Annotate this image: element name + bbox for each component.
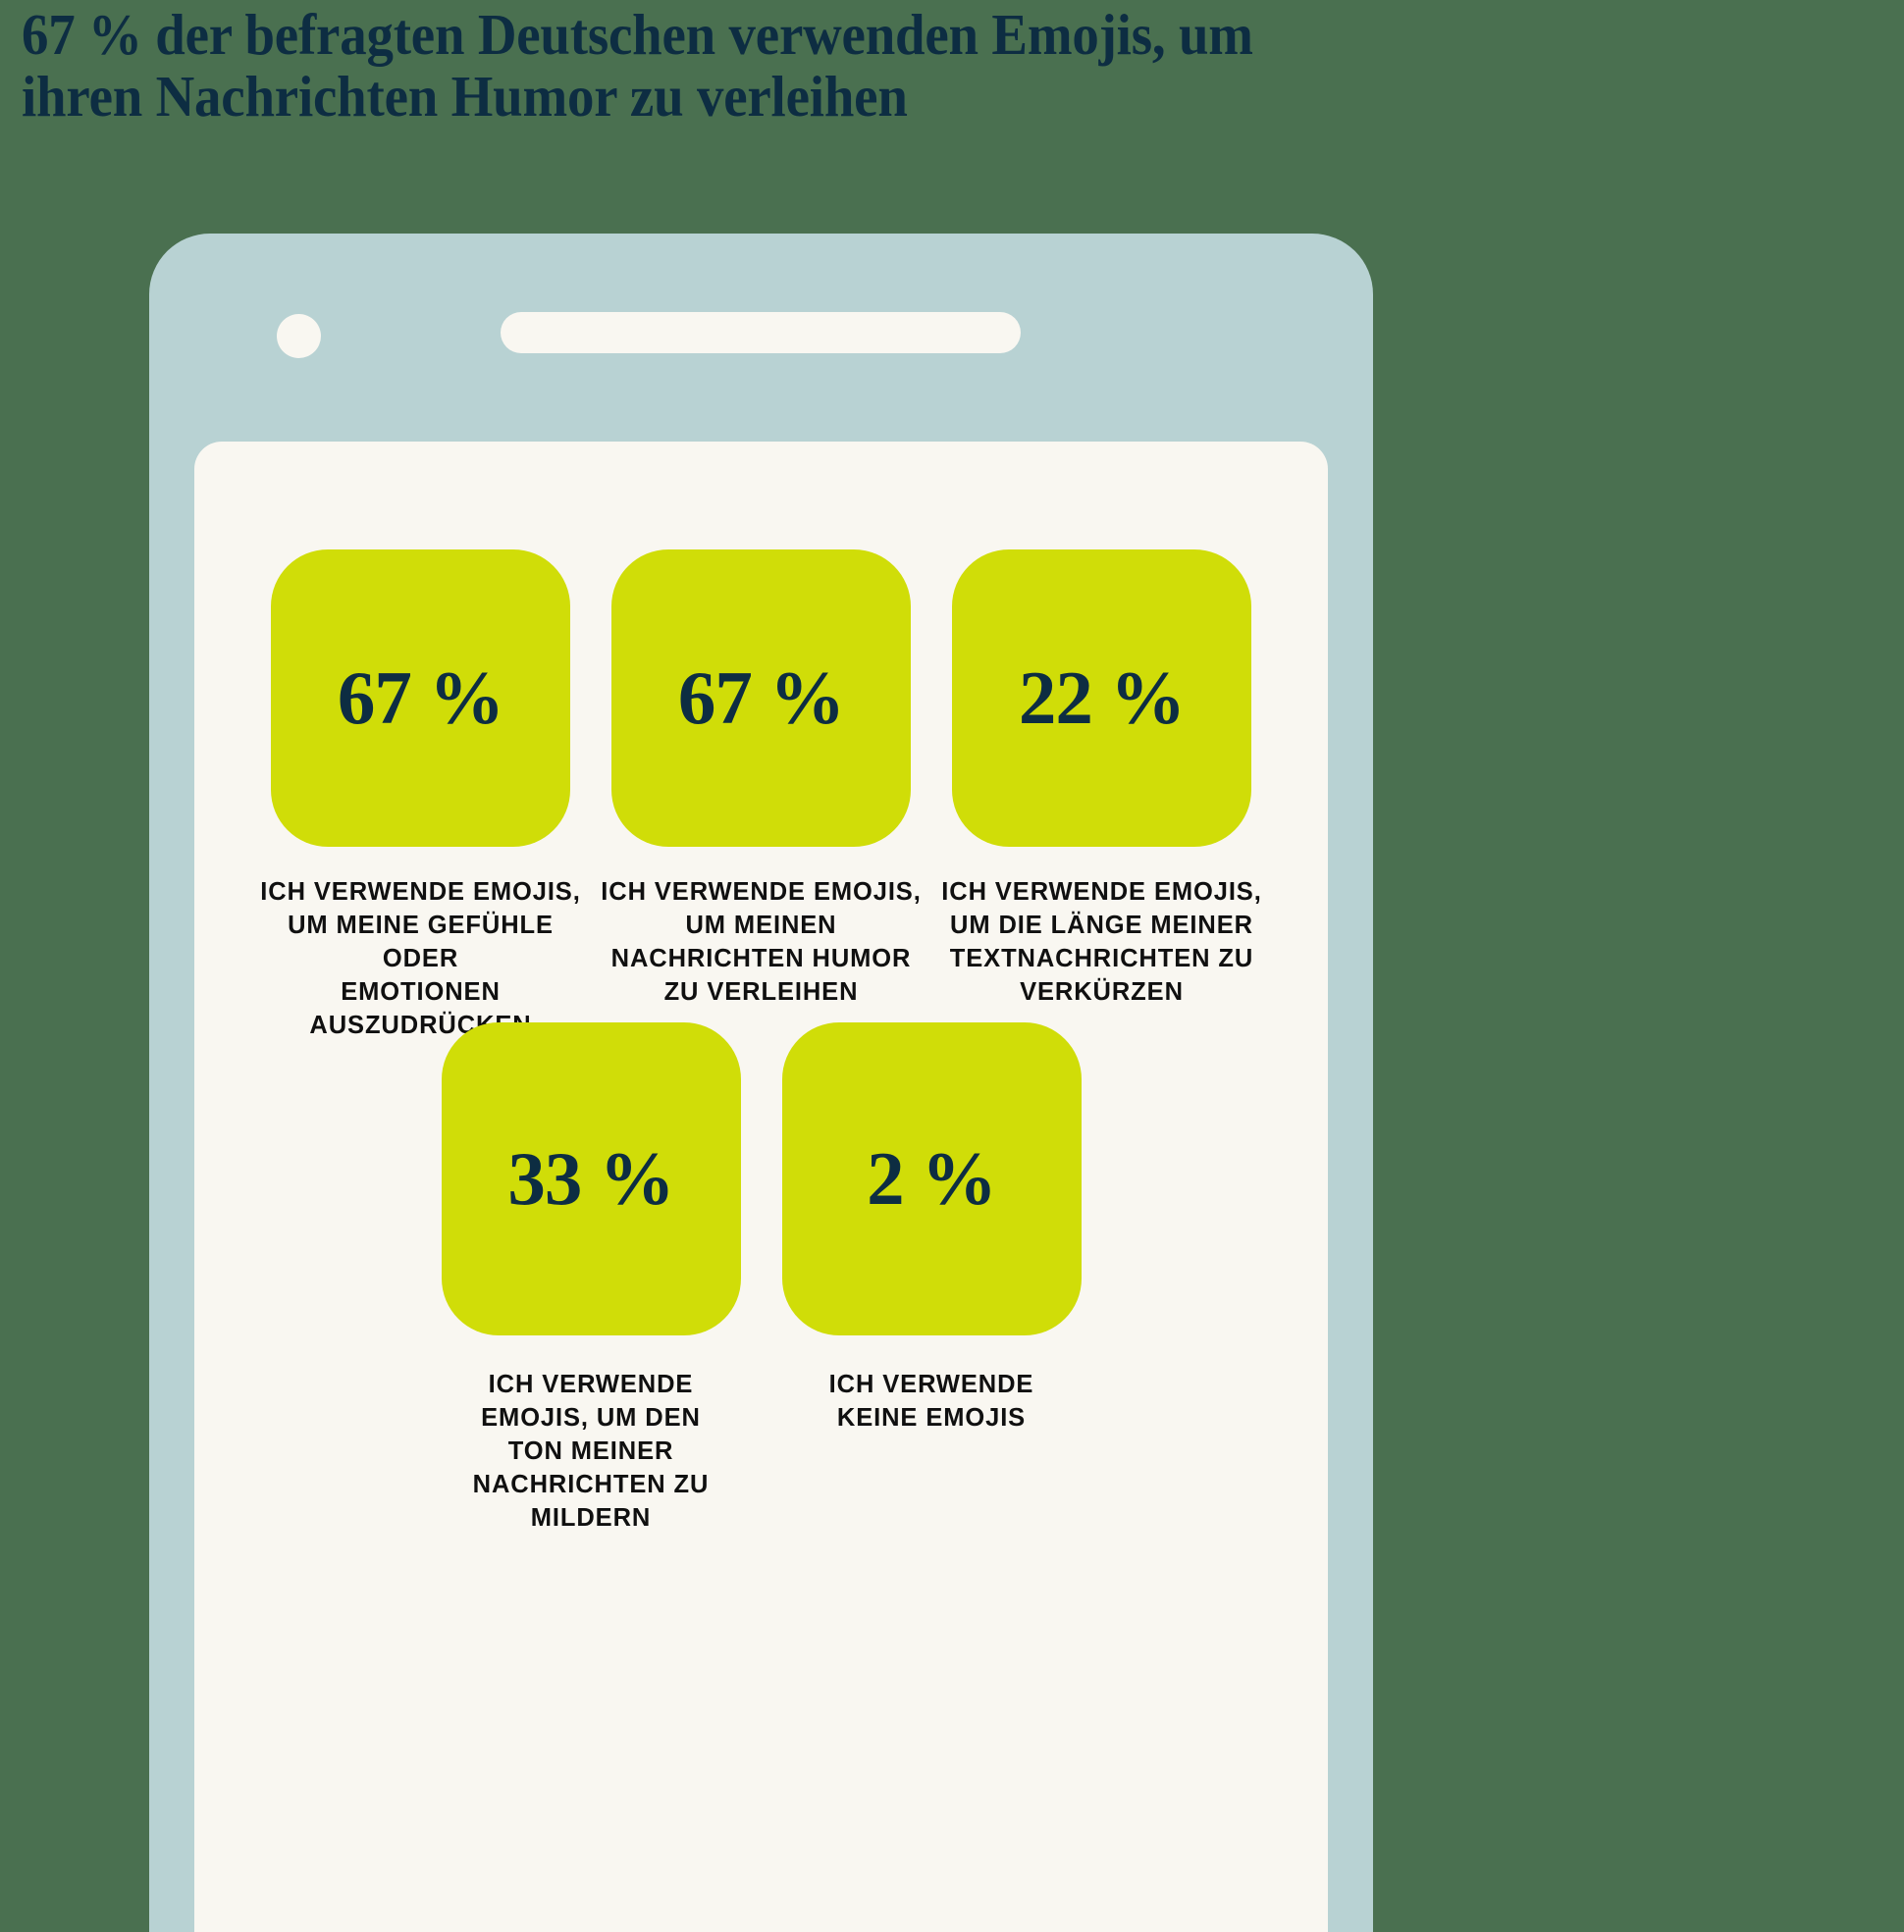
stat-value: 33 %	[507, 1136, 674, 1221]
page-title: 67 % der befragten Deutschen verwenden E…	[22, 2, 1253, 130]
stat-cell: 67 % ICH VERWENDE EMOJIS, UM MEINE GEFÜH…	[260, 549, 580, 1043]
stat-value: 2 %	[867, 1136, 997, 1221]
stat-tile: 67 %	[271, 549, 570, 847]
phone-screen: 67 % ICH VERWENDE EMOJIS, UM MEINE GEFÜH…	[194, 442, 1328, 1932]
stat-value: 67 %	[337, 655, 504, 740]
stat-caption: ICH VERWENDE KEINE EMOJIS	[828, 1371, 1034, 1432]
stat-row-bottom: 33 % ICH VERWENDE EMOJIS, UM DEN TON MEI…	[194, 1022, 1328, 1536]
stat-cell: 2 % ICH VERWENDE KEINE EMOJIS	[774, 1022, 1088, 1536]
stat-value: 67 %	[677, 655, 845, 740]
speaker-bar-icon	[501, 312, 1021, 353]
stat-row-top: 67 % ICH VERWENDE EMOJIS, UM MEINE GEFÜH…	[194, 549, 1328, 1043]
stat-caption: ICH VERWENDE EMOJIS, UM MEINE GEFÜHLE OD…	[260, 878, 581, 1039]
stat-cell: 67 % ICH VERWENDE EMOJIS, UM MEINEN NACH…	[601, 549, 921, 1043]
stat-tile: 33 %	[441, 1022, 741, 1335]
stat-value: 22 %	[1018, 655, 1186, 740]
stat-tile: 67 %	[611, 549, 911, 847]
stat-caption: ICH VERWENDE EMOJIS, UM DIE LÄNGE MEINER…	[941, 878, 1262, 1006]
stat-tile: 22 %	[952, 549, 1251, 847]
stat-caption: ICH VERWENDE EMOJIS, UM DEN TON MEINER N…	[472, 1371, 710, 1532]
phone-mockup: 67 % ICH VERWENDE EMOJIS, UM MEINE GEFÜH…	[149, 234, 1373, 1932]
stat-cell: 33 % ICH VERWENDE EMOJIS, UM DEN TON MEI…	[434, 1022, 748, 1536]
stat-cell: 22 % ICH VERWENDE EMOJIS, UM DIE LÄNGE M…	[941, 549, 1261, 1043]
camera-dot-icon	[277, 314, 321, 358]
stat-tile: 2 %	[781, 1022, 1082, 1335]
stat-caption: ICH VERWENDE EMOJIS, UM MEINEN NACHRICHT…	[601, 878, 922, 1006]
